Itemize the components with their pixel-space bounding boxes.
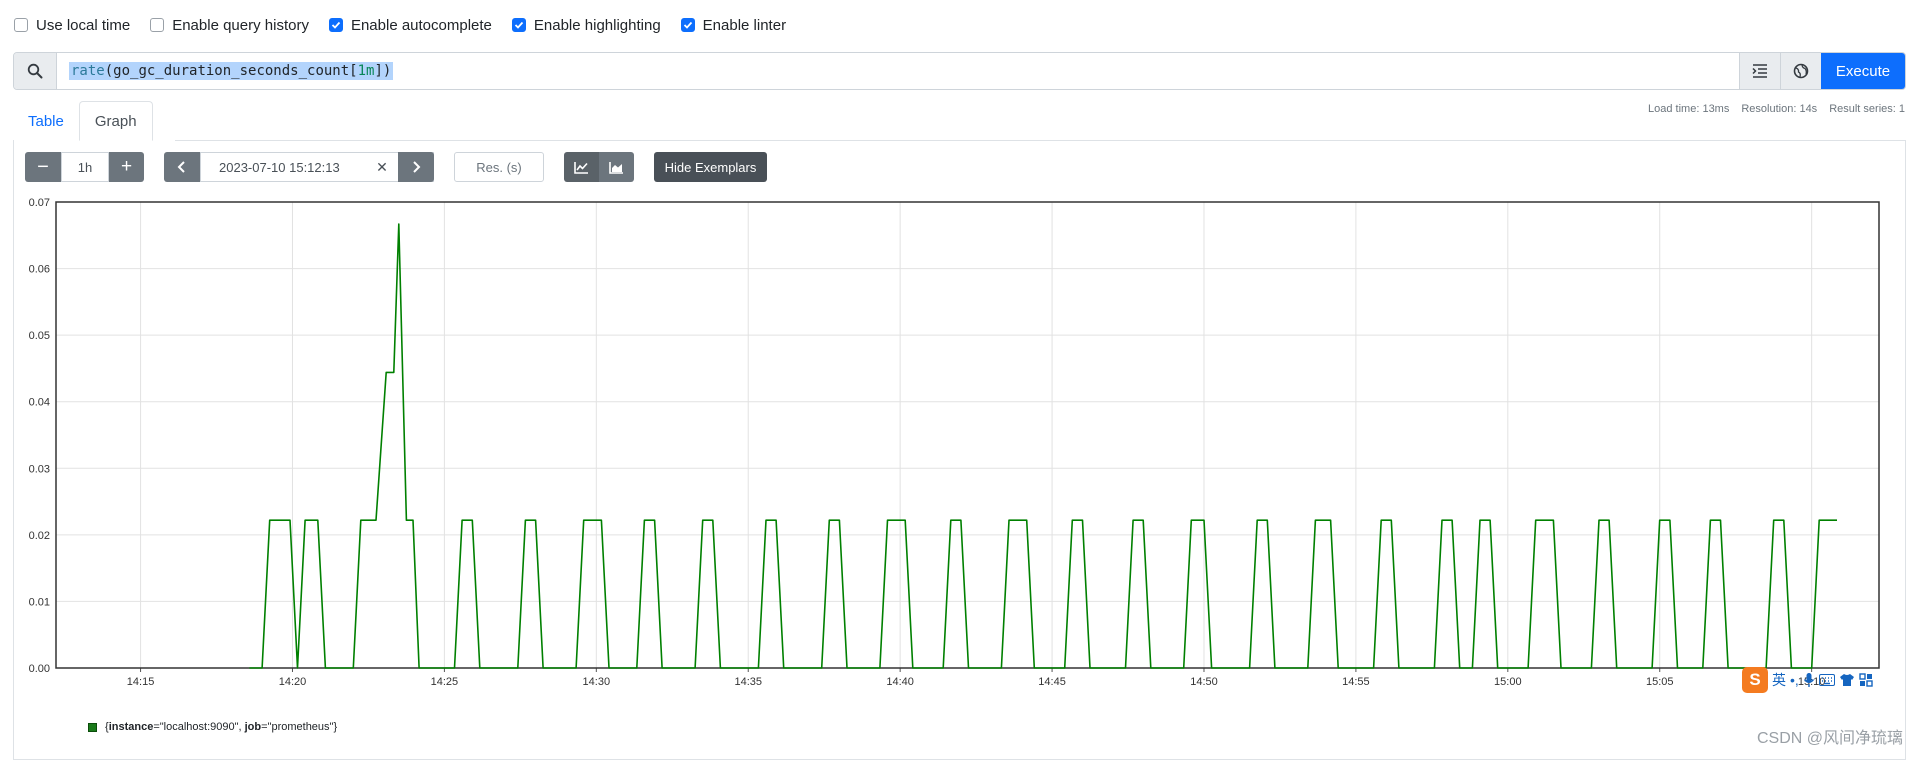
end-time-input[interactable]: 2023-07-10 15:12:13 — [200, 152, 434, 182]
hide-exemplars-button[interactable]: Hide Exemplars — [654, 152, 767, 182]
view-tabs: Table Graph — [13, 101, 153, 141]
enable-autocomplete-checkbox[interactable]: Enable autocomplete — [328, 16, 492, 34]
format-expression-button[interactable] — [1739, 53, 1780, 89]
previous-time-button[interactable] — [164, 152, 200, 182]
series-line — [249, 223, 1837, 669]
clear-end-time-button[interactable]: ✕ — [376, 158, 388, 175]
chart-grid — [56, 201, 1879, 672]
checkbox-box[interactable] — [328, 18, 343, 32]
stacked-chart-icon — [609, 161, 623, 174]
toolbox-icon[interactable] — [1859, 673, 1873, 687]
metrics-explorer-button[interactable] — [1780, 53, 1821, 89]
enable-linter-label: Enable linter — [702, 16, 787, 34]
tab-graph[interactable]: Graph — [78, 101, 153, 141]
x-axis-labels: 14:15 14:20 14:25 14:30 14:35 14:40 14:45 14:50… — [127, 676, 1826, 688]
enable-highlighting-checkbox[interactable]: Enable highlighting — [511, 16, 661, 34]
legend-key-instance: instance — [108, 721, 154, 733]
enable-autocomplete-label: Enable autocomplete — [350, 16, 492, 34]
expression-input[interactable]: rate(go_gc_duration_seconds_count[1m]) — [57, 53, 1739, 89]
line-chart-icon — [574, 161, 588, 174]
enable-query-history-label: Enable query history — [172, 16, 309, 34]
x-tick-label: 14:55 — [1342, 676, 1370, 688]
expression-function: rate — [71, 63, 105, 79]
stacked-chart-button[interactable] — [599, 152, 634, 182]
legend-key-job: job — [244, 721, 262, 733]
x-tick-label: 14:15 — [127, 676, 155, 688]
resolution: Resolution: 14s — [1741, 103, 1818, 115]
y-tick-label: 0.03 — [29, 463, 50, 475]
y-tick-label: 0.04 — [29, 397, 50, 409]
result-series: Result series: 1 — [1829, 103, 1905, 115]
load-time: Load time: 13ms — [1648, 103, 1730, 115]
line-chart-button[interactable] — [564, 152, 599, 182]
checkbox-box[interactable] — [14, 18, 28, 32]
x-tick-label: 14:50 — [1190, 676, 1218, 688]
series-legend[interactable]: {instance="localhost:9090", job="prometh… — [88, 721, 337, 733]
execute-button[interactable]: Execute — [1821, 53, 1905, 89]
query-options: Use local time Enable query history Enab… — [14, 14, 806, 36]
checkbox-box[interactable] — [680, 18, 695, 32]
x-tick-label: 14:20 — [279, 676, 307, 688]
legend-value-job: ="prometheus"} — [261, 721, 338, 733]
metrics-explorer-icon — [1793, 63, 1809, 79]
x-tick-label: 14:30 — [583, 676, 611, 688]
range-input[interactable]: 1h — [61, 152, 109, 182]
series-layer — [249, 223, 1837, 669]
legend-label: {instance="localhost:9090", job="prometh… — [105, 721, 337, 733]
expression-selection: rate(go_gc_duration_seconds_count[1m]) — [69, 62, 394, 80]
expression-range: 1m — [357, 63, 375, 79]
legend-open: { — [105, 721, 109, 733]
legend-swatch — [88, 722, 97, 732]
checkbox-box[interactable] — [511, 18, 526, 32]
next-time-button[interactable] — [398, 152, 434, 182]
resolution-input[interactable]: Res. (s) — [454, 152, 544, 182]
format-icon — [1752, 64, 1767, 78]
ime-toolbar[interactable]: S 英 •, — [1742, 667, 1873, 693]
x-tick-label: 14:25 — [431, 676, 459, 688]
query-stats: Load time: 13ms Resolution: 14s Result s… — [1636, 103, 1905, 115]
x-tick-label: 15:00 — [1494, 676, 1522, 688]
chevron-right-icon — [413, 161, 421, 173]
enable-linter-checkbox[interactable]: Enable linter — [680, 16, 787, 34]
y-tick-label: 0.02 — [29, 530, 50, 542]
keyboard-icon[interactable] — [1818, 674, 1835, 686]
ime-language[interactable]: 英 — [1772, 672, 1786, 688]
search-icon — [14, 53, 57, 89]
x-tick-label: 14:45 — [1038, 676, 1066, 688]
panel-divider — [175, 140, 1906, 141]
increase-range-button[interactable]: + — [109, 152, 144, 182]
y-tick-label: 0.01 — [29, 596, 50, 608]
ime-logo: S — [1742, 667, 1768, 693]
enable-highlighting-label: Enable highlighting — [533, 16, 661, 34]
legend-value-instance: ="localhost:9090", — [153, 721, 245, 733]
x-tick-label: 14:35 — [734, 676, 762, 688]
y-tick-label: 0.07 — [29, 197, 50, 209]
checkbox-box[interactable] — [150, 18, 165, 32]
enable-query-history-checkbox[interactable]: Enable query history — [150, 17, 309, 34]
tab-table[interactable]: Table — [28, 112, 64, 130]
watermark: CSDN @风间净琉璃 — [1756, 730, 1903, 747]
plot-frame — [55, 201, 1880, 669]
y-tick-label: 0.06 — [29, 264, 50, 276]
use-local-time-checkbox[interactable]: Use local time — [14, 17, 130, 34]
microphone-icon[interactable] — [1803, 672, 1815, 688]
decrease-range-button[interactable]: − — [25, 152, 61, 182]
graph-chart[interactable]: 0.000.010.020.030.040.050.060.07 14:15 14… — [0, 190, 1917, 710]
y-axis-labels: 0.00 0.01 0.02 0.03 0.04 0.05 0.06 0.07 — [29, 197, 50, 675]
x-tick-label: 15:05 — [1646, 676, 1674, 688]
query-bar: rate(go_gc_duration_seconds_count[1m]) E… — [13, 52, 1906, 90]
skin-icon[interactable] — [1839, 673, 1855, 687]
y-tick-label: 0.00 — [29, 663, 50, 675]
use-local-time-label: Use local time — [36, 16, 131, 34]
x-tick-label: 14:40 — [886, 676, 914, 688]
expression-metric: go_gc_duration_seconds_count — [113, 63, 350, 79]
punctuation-icon[interactable]: •, — [1790, 672, 1799, 688]
y-tick-label: 0.05 — [29, 330, 50, 342]
chevron-left-icon — [177, 161, 185, 173]
